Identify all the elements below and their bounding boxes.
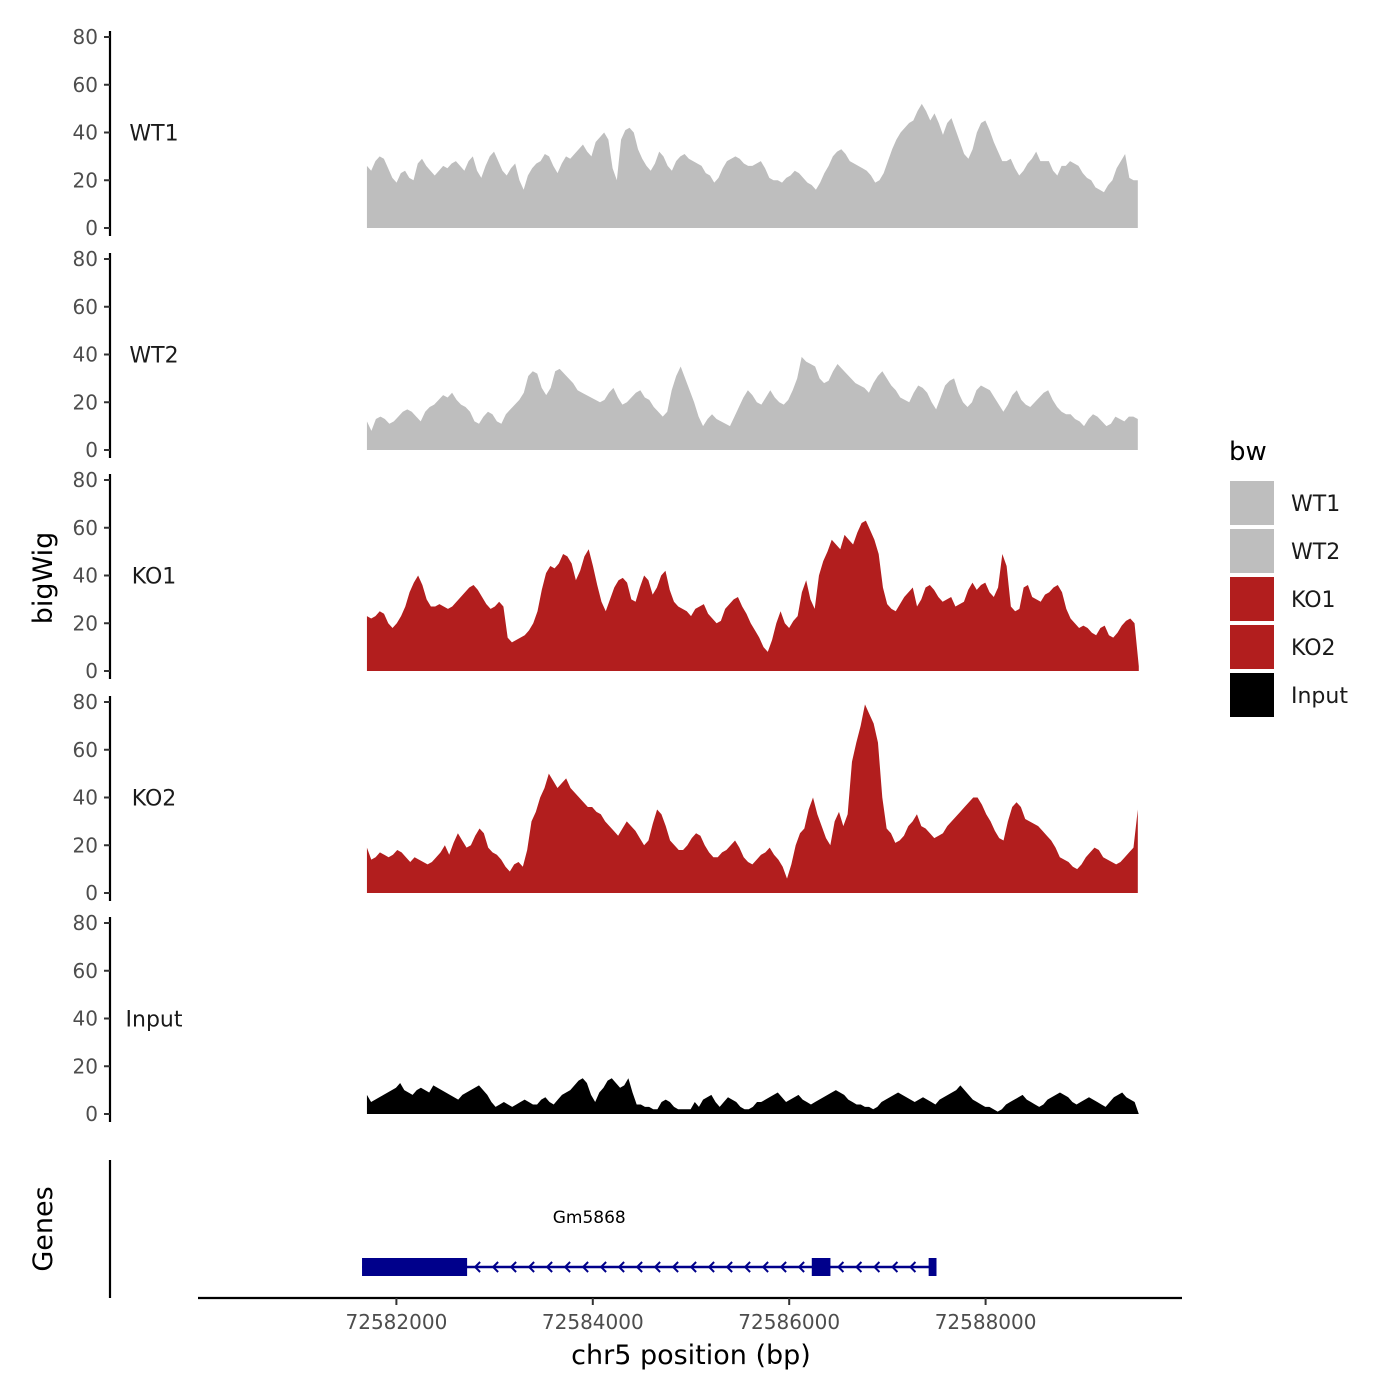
y-tick-label-wt1-20: 20 — [73, 168, 98, 192]
y-tick-label-wt1-60: 60 — [73, 73, 98, 97]
strand-arrow — [837, 1261, 845, 1273]
coverage-area-wt2 — [366, 356, 1138, 450]
x-tick-label-72582000: 72582000 — [346, 1310, 448, 1334]
bigwig-tracks: 0 20 40 60 80 WT1 0 20 40 60 80 WT2 0 20 40 60 80 KO1 0 20 4… — [73, 25, 1139, 1126]
strand-arrow — [797, 1261, 805, 1273]
y-tick-label-ko2-20: 20 — [73, 833, 98, 857]
legend-label-input: Input — [1291, 684, 1348, 709]
x-tick-label-72584000: 72584000 — [542, 1310, 644, 1334]
y-tick-label-wt1-80: 80 — [73, 25, 98, 49]
strand-arrow — [689, 1261, 697, 1273]
legend: bw WT1 WT2 KO1 KO2 Input — [1229, 437, 1348, 717]
track-ko1: 0 20 40 60 80 KO1 — [73, 468, 1139, 683]
track-wt1: 0 20 40 60 80 WT1 — [73, 25, 1138, 240]
legend-key-wt1 — [1230, 481, 1274, 525]
strand-arrow — [617, 1261, 625, 1273]
strand-arrow — [909, 1261, 917, 1273]
coverage-area-wt1 — [366, 103, 1138, 228]
strand-arrow — [491, 1261, 499, 1273]
y-tick-label-wt2-0: 0 — [85, 438, 98, 462]
strand-arrow — [873, 1261, 881, 1273]
strand-arrow — [473, 1261, 481, 1273]
y-tick-label-ko2-80: 80 — [73, 690, 98, 714]
track-label-wt1: WT1 — [129, 122, 178, 147]
legend-key-ko1 — [1230, 577, 1274, 621]
strand-arrow — [653, 1261, 661, 1273]
y-tick-label-input-60: 60 — [73, 959, 98, 983]
x-axis: 72582000 72584000 72586000 72588000 — [198, 1296, 1182, 1334]
track-ko2: 0 20 40 60 80 KO2 — [73, 690, 1138, 905]
strand-arrows — [473, 1261, 917, 1273]
strand-arrow — [509, 1261, 517, 1273]
y-tick-label-ko2-60: 60 — [73, 738, 98, 762]
x-tick-label-72588000: 72588000 — [935, 1310, 1037, 1334]
y-tick-label-wt1-0: 0 — [85, 216, 98, 240]
strand-arrow — [761, 1261, 769, 1273]
y-tick-label-ko2-40: 40 — [73, 786, 98, 810]
track-input: 0 20 40 60 80 Input — [73, 911, 1139, 1126]
track-label-ko1: KO1 — [132, 565, 177, 590]
y-tick-label-ko1-60: 60 — [73, 516, 98, 540]
strand-arrow — [581, 1261, 589, 1273]
y-axis-title: bigWig — [28, 532, 59, 625]
x-axis-title: chr5 position (bp) — [571, 1340, 811, 1371]
legend-label-ko2: KO2 — [1291, 636, 1336, 661]
strand-arrow — [743, 1261, 751, 1273]
legend-label-ko1: KO1 — [1291, 588, 1336, 613]
strand-arrow — [671, 1261, 679, 1273]
gene-exon-2 — [811, 1258, 831, 1276]
legend-key-wt2 — [1230, 529, 1274, 573]
y-tick-label-ko2-0: 0 — [85, 881, 98, 905]
y-tick-label-ko1-0: 0 — [85, 659, 98, 683]
y-tick-label-input-0: 0 — [85, 1102, 98, 1126]
coverage-area-ko1 — [366, 520, 1139, 671]
y-tick-label-wt2-40: 40 — [73, 343, 98, 367]
strand-arrow — [599, 1261, 607, 1273]
strand-arrow — [779, 1261, 787, 1273]
y-tick-label-wt2-60: 60 — [73, 295, 98, 319]
legend-key-ko2 — [1230, 625, 1274, 669]
x-tick-label-72586000: 72586000 — [738, 1310, 840, 1334]
y-tick-label-wt2-20: 20 — [73, 390, 98, 414]
y-tick-label-input-20: 20 — [73, 1054, 98, 1078]
track-label-input: Input — [126, 1008, 183, 1033]
legend-key-input — [1230, 673, 1274, 717]
y-tick-label-wt1-40: 40 — [73, 121, 98, 145]
track-label-wt2: WT2 — [129, 344, 178, 369]
y-tick-label-input-40: 40 — [73, 1007, 98, 1031]
gene-exon-1 — [362, 1258, 468, 1276]
gene-label: Gm5868 — [553, 1208, 626, 1228]
track-label-ko2: KO2 — [132, 787, 177, 812]
strand-arrow — [563, 1261, 571, 1273]
strand-arrow — [855, 1261, 863, 1273]
y-tick-label-ko1-20: 20 — [73, 611, 98, 635]
strand-arrow — [725, 1261, 733, 1273]
y-tick-label-ko1-40: 40 — [73, 564, 98, 588]
y-tick-label-input-80: 80 — [73, 911, 98, 935]
strand-arrow — [635, 1261, 643, 1273]
strand-arrow — [527, 1261, 535, 1273]
genes-panel: Gm5868 — [108, 1160, 937, 1298]
legend-label-wt1: WT1 — [1291, 492, 1340, 517]
gene-exon-3 — [928, 1258, 937, 1276]
coverage-area-input — [366, 1078, 1139, 1114]
coverage-area-ko2 — [366, 704, 1138, 893]
track-wt2: 0 20 40 60 80 WT2 — [73, 247, 1138, 462]
legend-title: bw — [1229, 437, 1267, 467]
strand-arrow — [891, 1261, 899, 1273]
strand-arrow — [707, 1261, 715, 1273]
genes-axis-title: Genes — [28, 1186, 59, 1271]
y-tick-label-wt2-80: 80 — [73, 247, 98, 271]
strand-arrow — [545, 1261, 553, 1273]
y-tick-label-ko1-80: 80 — [73, 468, 98, 492]
legend-label-wt2: WT2 — [1291, 540, 1340, 565]
